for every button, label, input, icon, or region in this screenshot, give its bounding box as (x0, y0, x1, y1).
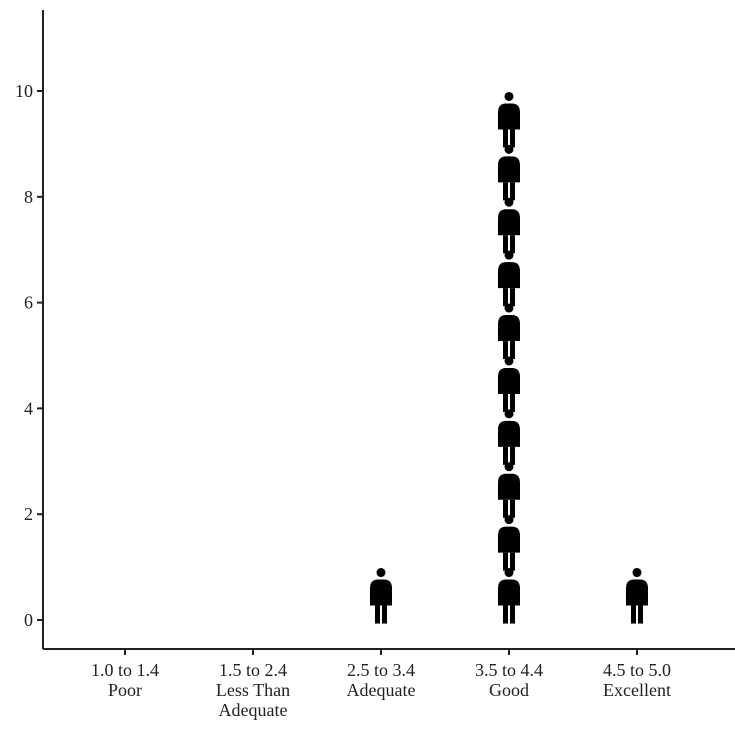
y-tick-label: 2 (24, 504, 33, 524)
person-icon (626, 568, 648, 624)
x-tick-label: 4.5 to 5.0 Excellent (603, 660, 671, 700)
person-icon (498, 144, 520, 201)
y-tick-label: 10 (15, 81, 33, 101)
person-icon (498, 409, 520, 465)
y-tick-label: 0 (24, 610, 33, 630)
x-tick-label: 1.0 to 1.4 Poor (91, 660, 159, 700)
person-icon (498, 356, 520, 412)
y-tick-label: 4 (24, 398, 33, 418)
person-icon (498, 515, 520, 571)
person-icon (498, 250, 520, 307)
x-tick-label: 1.5 to 2.4 Less Than Adequate (216, 660, 290, 720)
person-icon (498, 568, 520, 624)
person-icon (498, 197, 520, 254)
x-tick-label: 3.5 to 4.4 Good (475, 660, 543, 700)
x-tick-label: 2.5 to 3.4 Adequate (347, 660, 416, 700)
y-tick-label: 8 (24, 187, 33, 207)
person-icon (370, 568, 392, 624)
person-icon (498, 462, 520, 518)
y-tick-label: 6 (24, 293, 33, 313)
y-axis-ticks: 0 2 4 6 8 10 (15, 81, 43, 630)
x-axis-ticks: 1.0 to 1.4 Poor 1.5 to 2.4 Less Than Adequat… (91, 649, 671, 720)
person-marks (370, 91, 648, 624)
person-icon (498, 91, 520, 148)
person-icon (498, 303, 520, 360)
